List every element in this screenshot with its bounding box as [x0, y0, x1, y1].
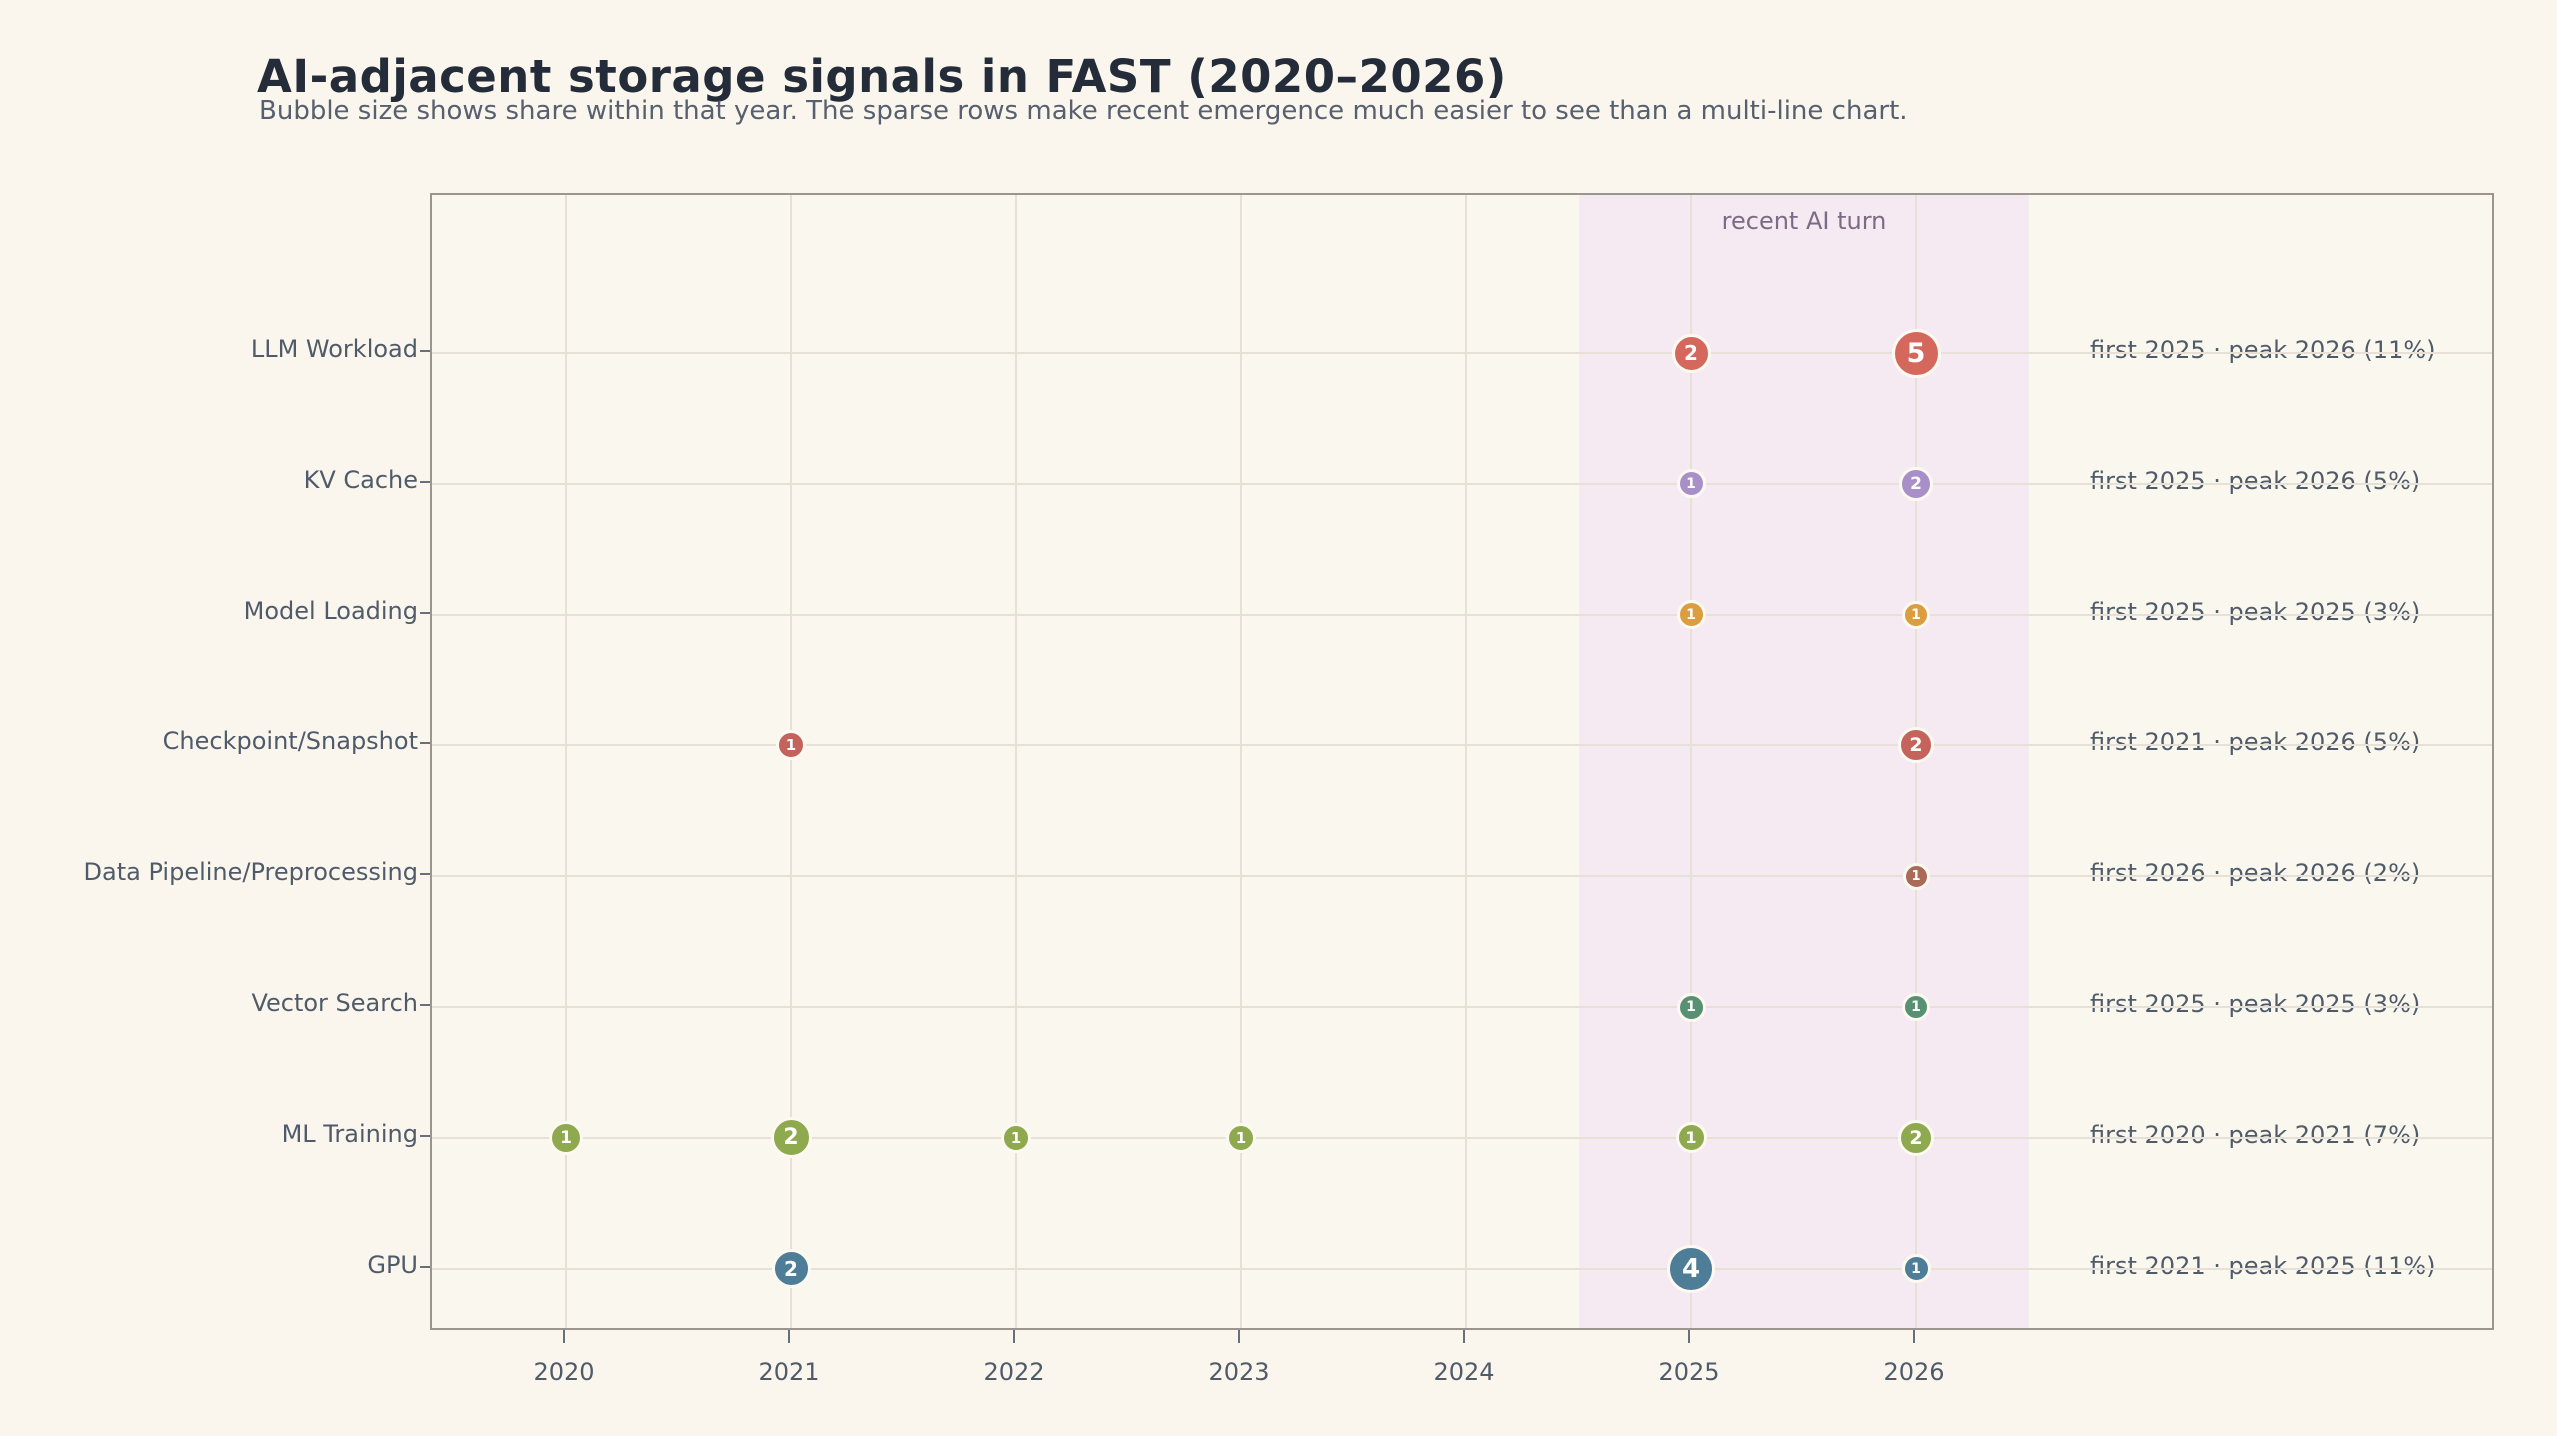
- y-axis-label-0: LLM Workload: [250, 335, 418, 363]
- x-axis-tick-2026: [1913, 1330, 1915, 1343]
- bubble-row5-year2026: 1: [1902, 993, 1930, 1021]
- row-annotation-6: first 2020 · peak 2021 (7%): [2090, 1120, 2421, 1149]
- y-axis-label-3: Checkpoint/Snapshot: [162, 727, 418, 756]
- x-axis-tick-2020: [563, 1330, 565, 1343]
- bubble-row7-year2021: 2: [771, 1249, 811, 1289]
- x-axis-label-2021: 2021: [758, 1358, 820, 1386]
- bubble-row3-year2021: 1: [776, 730, 806, 761]
- y-axis-tick-5: [420, 1004, 430, 1006]
- gridline-year-2023: [1240, 195, 1242, 1328]
- gridline-year-2020: [565, 195, 567, 1328]
- highlight-band: [1578, 195, 2029, 1328]
- y-axis-label-6: ML Training: [281, 1119, 418, 1148]
- row-annotation-7: first 2021 · peak 2025 (11%): [2090, 1251, 2436, 1280]
- y-axis-label-4: Data Pipeline/Preprocessing: [83, 858, 418, 887]
- bubble-row3-year2026: 2: [1898, 727, 1934, 764]
- y-axis-tick-0: [420, 350, 430, 352]
- row-annotation-0: first 2025 · peak 2026 (11%): [2090, 336, 2436, 364]
- bubble-row7-year2026: 1: [1901, 1254, 1931, 1284]
- bubble-row6-year2026: 2: [1898, 1119, 1934, 1156]
- gridline-row-7: [432, 1267, 2492, 1270]
- gridline-row-1: [432, 482, 2492, 485]
- gridline-row-6: [432, 1136, 2492, 1139]
- y-axis-label-2: Model Loading: [243, 596, 418, 625]
- row-annotation-3: first 2021 · peak 2026 (5%): [2090, 728, 2421, 757]
- x-axis-label-2024: 2024: [1433, 1358, 1495, 1386]
- x-axis-tick-2024: [1463, 1330, 1465, 1343]
- y-axis-label-5: Vector Search: [251, 989, 418, 1017]
- y-axis-tick-1: [420, 480, 430, 483]
- chart-subtitle: Bubble size shows share within that year…: [259, 96, 1908, 126]
- chart-title: AI-adjacent storage signals in FAST (202…: [257, 50, 1507, 103]
- x-axis-label-2020: 2020: [533, 1358, 595, 1386]
- bubble-row4-year2026: 1: [1902, 862, 1930, 890]
- gridline-year-2021: [790, 195, 792, 1328]
- row-annotation-5: first 2025 · peak 2025 (3%): [2090, 990, 2421, 1018]
- bubble-row2-year2025: 1: [1676, 600, 1706, 630]
- y-axis-tick-7: [420, 1265, 430, 1268]
- bubble-row0-year2025: 2: [1671, 333, 1711, 373]
- x-axis-label-2025: 2025: [1658, 1358, 1720, 1386]
- gridline-row-3: [432, 744, 2492, 747]
- gridline-year-2022: [1015, 195, 1017, 1328]
- gridline-row-5: [432, 1006, 2492, 1008]
- row-annotation-2: first 2025 · peak 2025 (3%): [2090, 597, 2421, 626]
- y-axis-tick-3: [420, 742, 430, 745]
- y-axis-tick-2: [420, 611, 430, 614]
- highlight-band-label: recent AI turn: [1721, 207, 1887, 235]
- x-axis-tick-2025: [1688, 1330, 1690, 1343]
- gridline-row-4: [432, 875, 2492, 878]
- y-axis-label-1: KV Cache: [303, 465, 418, 494]
- x-axis-label-2023: 2023: [1208, 1358, 1270, 1386]
- bubble-row7-year2025: 4: [1667, 1244, 1715, 1293]
- bubble-row6-year2025: 1: [1675, 1122, 1707, 1154]
- y-axis-tick-6: [420, 1134, 430, 1137]
- bubble-row6-year2022: 1: [1001, 1122, 1031, 1153]
- bubble-row6-year2020: 1: [549, 1120, 583, 1155]
- row-annotation-4: first 2026 · peak 2026 (2%): [2090, 859, 2421, 888]
- x-axis-tick-2021: [788, 1330, 790, 1343]
- gridline-row-2: [432, 613, 2492, 616]
- bubble-row0-year2026: 5: [1891, 328, 1941, 378]
- bubble-row6-year2023: 1: [1226, 1122, 1256, 1153]
- gridline-row-0: [432, 352, 2492, 354]
- x-axis-tick-2022: [1013, 1330, 1015, 1343]
- gridline-year-2024: [1465, 195, 1467, 1328]
- x-axis-tick-2023: [1238, 1330, 1240, 1343]
- y-axis-label-7: GPU: [367, 1250, 418, 1279]
- bubble-row2-year2026: 1: [1902, 600, 1930, 629]
- y-axis-tick-4: [420, 873, 430, 876]
- bubble-row1-year2025: 1: [1676, 469, 1706, 499]
- x-axis-label-2022: 2022: [983, 1358, 1045, 1386]
- bubble-row5-year2025: 1: [1676, 992, 1706, 1022]
- x-axis-label-2026: 2026: [1883, 1358, 1945, 1386]
- gridline-year-2025: [1690, 195, 1692, 1328]
- plot-area: recent AI turn 2 5 1 2 1 1 1 2 1 1 1 1 2 1 1 1 2 2 4 1: [430, 193, 2494, 1330]
- bubble-row6-year2021: 2: [770, 1117, 812, 1159]
- row-annotation-1: first 2025 · peak 2026 (5%): [2090, 466, 2421, 495]
- bubble-row1-year2026: 2: [1899, 466, 1933, 501]
